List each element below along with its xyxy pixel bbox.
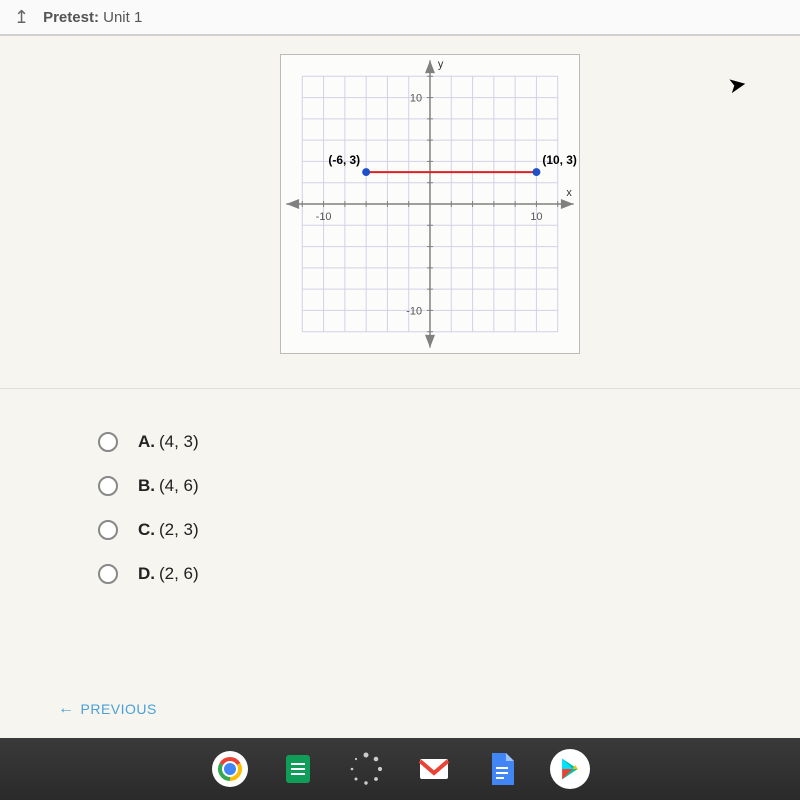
option-text: (2, 6) — [159, 564, 199, 584]
svg-text:(10, 3): (10, 3) — [542, 153, 576, 167]
gmail-icon[interactable] — [414, 749, 454, 789]
radio-icon[interactable] — [98, 476, 118, 496]
svg-text:-10: -10 — [316, 211, 332, 223]
radio-icon[interactable] — [98, 520, 118, 540]
svg-text:y: y — [438, 59, 444, 71]
back-icon[interactable]: ↥ — [14, 7, 29, 28]
radio-icon[interactable] — [98, 564, 118, 584]
header-title: Pretest: Unit 1 — [43, 9, 142, 26]
app-screen: ↥ Pretest: Unit 1 -10 10 10 -10 y x (-6, 3) (10… — [0, 0, 800, 778]
previous-button[interactable]: ← PREVIOUS — [58, 700, 157, 718]
option-text: (4, 6) — [159, 476, 199, 496]
docs-icon[interactable] — [482, 749, 522, 789]
svg-text:x: x — [566, 187, 572, 199]
radio-icon[interactable] — [98, 432, 118, 452]
option-letter: A. — [138, 432, 155, 452]
answer-option[interactable]: A.(4, 3) — [98, 432, 199, 452]
content-area: -101010-10yx(-6, 3)(10, 3) A.(4, 3)B.(4,… — [0, 36, 800, 778]
answer-option[interactable]: D.(2, 6) — [98, 564, 199, 584]
previous-label: PREVIOUS — [81, 701, 157, 717]
arrow-left-icon: ← — [58, 700, 75, 718]
svg-text:-10: -10 — [406, 305, 422, 317]
header-title-prefix: Pretest: — [43, 9, 99, 26]
header-bar: ↥ Pretest: Unit 1 — [0, 0, 800, 36]
svg-text:10: 10 — [530, 211, 542, 223]
play-icon[interactable] — [550, 749, 590, 789]
option-letter: C. — [138, 520, 155, 540]
chrome-icon[interactable] — [210, 749, 250, 789]
loading-icon[interactable] — [346, 749, 386, 789]
option-text: (2, 3) — [159, 520, 199, 540]
option-text: (4, 3) — [159, 432, 199, 452]
svg-text:(-6, 3): (-6, 3) — [328, 153, 360, 167]
option-letter: B. — [138, 476, 155, 496]
section-divider — [0, 388, 800, 389]
svg-text:10: 10 — [410, 93, 422, 105]
coordinate-graph: -10 10 10 -10 y x (-6, 3) (10, 3) — [280, 54, 580, 354]
answer-option[interactable]: B.(4, 6) — [98, 476, 199, 496]
option-letter: D. — [138, 564, 155, 584]
cursor-icon: ➤ — [725, 71, 748, 100]
answer-list: A.(4, 3) B.(4, 6) C.(2, 3) D.(2, 6) — [98, 432, 199, 608]
taskbar — [0, 738, 800, 800]
answer-option[interactable]: C.(2, 3) — [98, 520, 199, 540]
header-title-text: Unit 1 — [103, 9, 142, 26]
graph-svg: -10 10 10 -10 y x (-6, 3) (10, 3) — [281, 55, 579, 353]
sheets-icon[interactable] — [278, 749, 318, 789]
